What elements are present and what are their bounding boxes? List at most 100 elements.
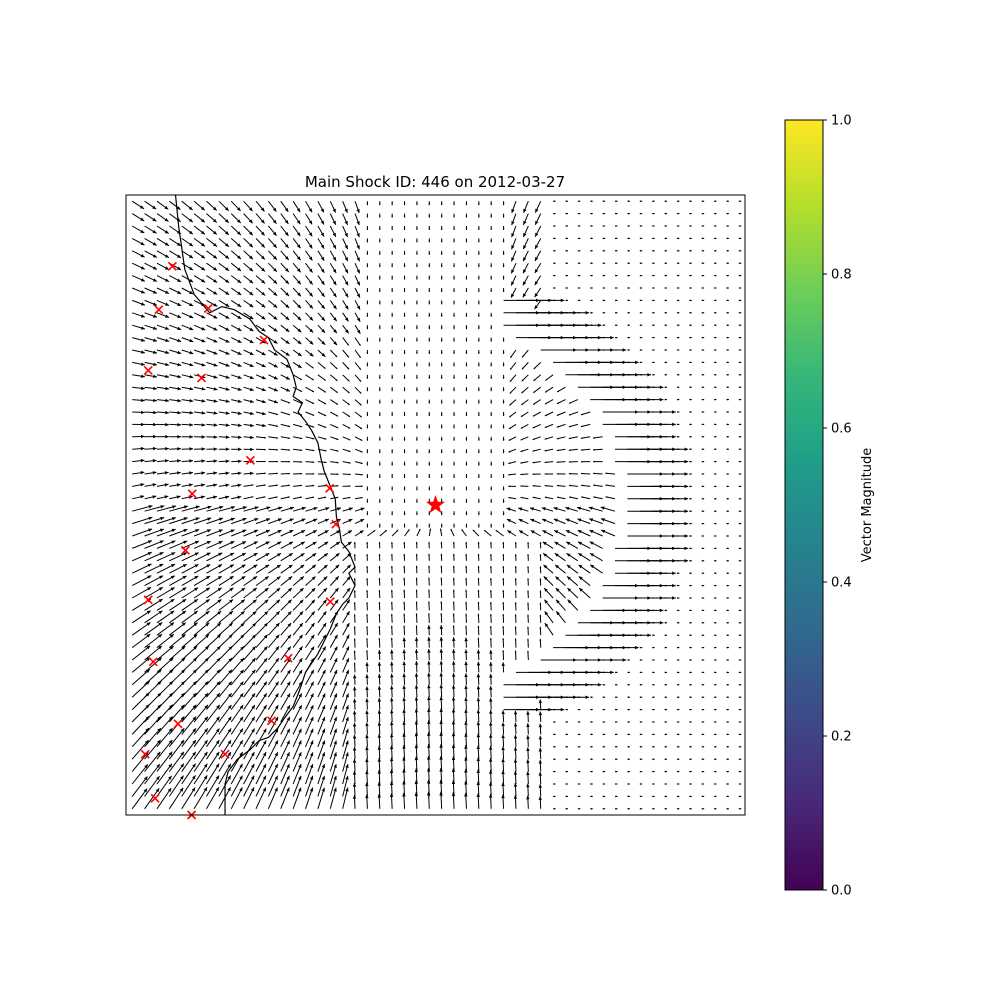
vector-arrowhead [652,411,655,413]
vector-arrowhead [566,299,568,302]
vector-arrowhead [203,775,208,780]
vector-arrowhead [652,609,655,612]
vector-arrowhead [360,462,363,464]
vector-arrowhead [477,637,480,640]
vector-arrowhead [344,245,348,250]
vector-arrowhead [277,541,282,545]
vector-arrowhead [490,426,493,429]
vector-arrowhead [224,206,229,211]
vector-arrowhead [287,496,290,499]
vector-arrowhead [538,747,543,752]
vector-arrow [181,775,196,797]
vector-arrowhead [139,205,144,209]
vector-arrowhead [217,622,221,627]
vector-arrowhead [477,389,480,392]
vector-arrowhead [601,529,606,534]
vector-arrowhead [557,390,560,392]
vector-arrowhead [565,506,570,511]
vector-arrowhead [590,671,593,674]
vector-arrowhead [590,336,593,339]
vector-arrowhead [739,646,742,649]
vector-arrowhead [439,637,444,641]
vector-arrowhead [739,559,742,562]
vector-arrowhead [490,414,493,416]
vector-arrowhead [514,578,517,581]
vector-arrowhead [402,756,406,761]
vector-arrowhead [416,228,418,230]
vector-arrowhead [477,500,480,503]
vector-arrow [193,786,208,810]
vector-arrowhead [140,495,145,499]
vector-arrowhead [366,513,369,516]
vector-arrowhead [261,243,265,248]
vector-arrowhead [148,504,153,509]
vector-arrowhead [665,659,668,661]
vector-arrowhead [276,472,278,475]
vector-arrowhead [285,316,290,320]
vector-arrowhead [652,386,655,389]
vector-arrowhead [252,646,256,651]
vector-arrowhead [225,291,230,295]
vector-arrowhead [465,463,468,466]
vector-arrowhead [453,488,455,491]
vector-arrowhead [453,438,455,441]
vector-arrowhead [156,764,160,768]
vector-arrowhead [334,623,338,627]
vector-arrowhead [677,287,680,289]
vector-arrowhead [153,434,157,439]
vector-arrowhead [489,733,493,738]
vector-arrowhead [615,361,618,364]
vector-arrowhead [159,575,164,579]
vector-arrowhead [168,739,173,744]
vector-arrowhead [366,602,368,604]
vector-arrowhead [242,541,247,545]
vector-arrowhead [702,249,705,252]
vector-arrowhead [677,485,680,488]
vector-arrowhead [345,787,349,792]
vector-arrowhead [702,411,705,413]
vector-arrow [218,763,232,785]
vector-arrowhead [490,376,493,379]
vector-arrowhead [702,671,705,674]
vector-arrowhead [345,717,349,721]
vector-arrowhead [415,577,418,580]
vector-arrowhead [702,547,705,550]
vector-arrowhead [378,339,381,342]
vector-arrowhead [249,375,254,379]
vector-arrowhead [739,733,742,736]
vector-arrowhead [465,352,468,354]
vector-arrowhead [321,787,325,792]
vector-arrowhead [153,326,158,330]
vector-arrowhead [298,728,302,733]
vector-arrowhead [366,438,369,441]
vector-arrowhead [603,683,606,686]
vector-arrowhead [640,683,643,686]
vector-arrowhead [213,291,218,295]
vector-arrowhead [148,528,153,532]
vector-arrowhead [249,255,253,260]
vector-arrowhead [677,547,680,550]
vector-arrowhead [739,274,742,277]
vector-arrowhead [727,324,729,327]
vector-arrowhead [239,693,244,698]
vector-arrowhead [502,438,505,441]
vector-arrowhead [229,599,234,604]
vector-arrowhead [378,553,381,556]
vector-arrowhead [165,314,170,318]
vector-arrowhead [297,292,301,297]
vector-arrowhead [260,219,265,224]
vector-arrowhead [566,262,568,265]
vector-arrowhead [332,244,336,249]
vector-arrowhead [188,483,193,487]
vector-arrowhead [502,488,505,491]
vector-arrowhead [275,681,279,686]
vector-arrowhead [297,352,302,357]
vector-arrowhead [714,634,717,637]
vector-arrowhead [240,669,244,674]
vector-arrowhead [288,472,290,475]
vector-arrowhead [391,302,394,305]
vector-arrowhead [264,576,269,580]
vector-arrowhead [702,398,705,401]
vector-arrowhead [578,262,581,265]
vector-arrowhead [366,228,369,230]
